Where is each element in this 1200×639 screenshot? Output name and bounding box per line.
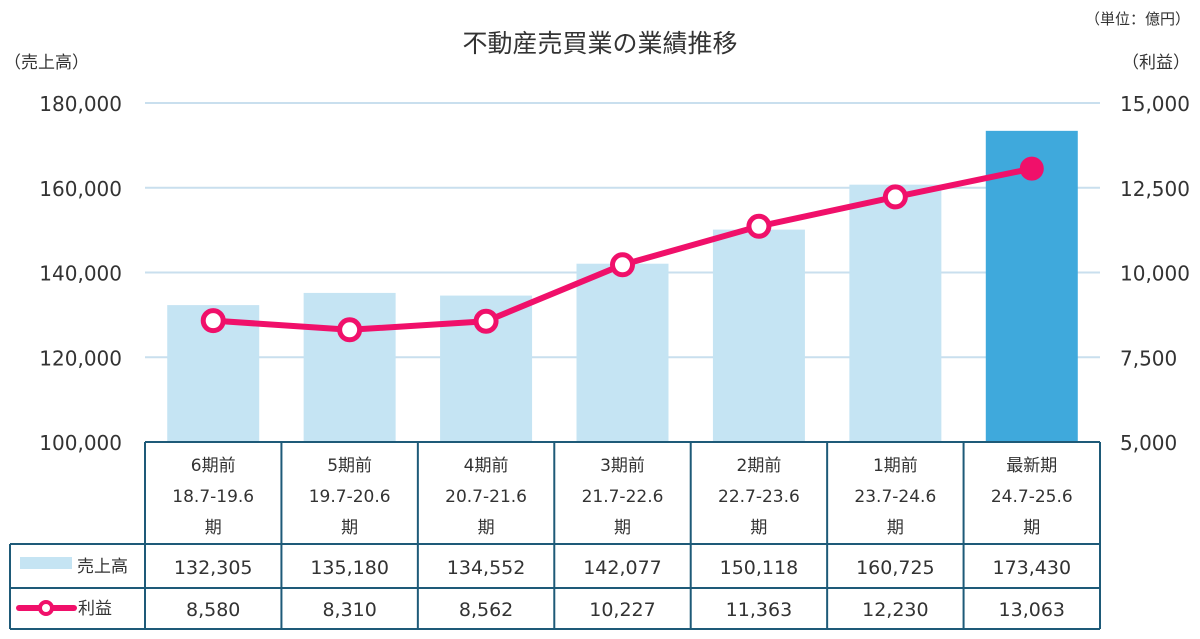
category-label: 期 [341, 518, 358, 538]
category-label: 4期前 [464, 456, 509, 476]
category-label: 18.7-19.6 [172, 487, 254, 507]
legend-bar-swatch [20, 557, 72, 569]
category-label: 期 [205, 518, 222, 538]
bar-4 [712, 229, 805, 442]
category-label: 最新期 [1006, 456, 1057, 476]
legend-profit-label: 利益 [78, 599, 112, 619]
left-tick-label: 140,000 [39, 262, 122, 286]
category-label: 19.7-20.6 [309, 487, 391, 507]
profit-point-5 [882, 184, 908, 210]
category-label: 6期前 [191, 456, 236, 476]
profit-value: 8,310 [322, 599, 376, 621]
category-label: 1期前 [873, 456, 918, 476]
profit-value: 13,063 [999, 599, 1065, 621]
right-tick-label: 10,000 [1120, 262, 1190, 286]
sales-value: 142,077 [583, 557, 662, 579]
left-tick-label: 180,000 [39, 92, 122, 116]
category-label: 22.7-23.6 [718, 487, 800, 507]
left-tick-label: 100,000 [39, 431, 122, 455]
category-label: 20.7-21.6 [445, 487, 527, 507]
profit-point-4 [746, 213, 772, 239]
sales-value: 132,305 [174, 557, 253, 579]
right-axis-label: （利益） [1122, 53, 1190, 73]
left-tick-label: 160,000 [39, 177, 122, 201]
sales-value: 173,430 [992, 557, 1071, 579]
category-label: 期 [1023, 518, 1040, 538]
profit-value: 10,227 [589, 599, 655, 621]
profit-value: 8,562 [459, 599, 513, 621]
bar-1 [303, 292, 396, 442]
category-label: 3期前 [600, 456, 645, 476]
category-label: 5期前 [327, 456, 372, 476]
profit-point-3 [610, 252, 635, 278]
right-tick-label: 7,500 [1120, 346, 1177, 370]
legend-line-marker [38, 600, 54, 616]
category-label: 期 [887, 518, 904, 538]
right-tick-label: 5,000 [1120, 431, 1177, 455]
category-label: 2期前 [737, 456, 782, 476]
profit-point-6 [1019, 156, 1044, 181]
left-axis-label: （売上高） [4, 53, 89, 73]
profit-point-2 [473, 308, 499, 334]
profit-point-0 [200, 308, 226, 334]
category-label: 期 [750, 518, 767, 538]
right-tick-label: 12,500 [1120, 177, 1190, 201]
right-tick-label: 15,000 [1120, 92, 1190, 116]
sales-value: 160,725 [856, 557, 935, 579]
profit-value: 12,230 [862, 599, 928, 621]
category-label: 期 [478, 518, 495, 538]
sales-value: 150,118 [720, 557, 799, 579]
left-tick-label: 120,000 [39, 346, 122, 370]
bar-5 [849, 184, 942, 443]
bar-6 [985, 130, 1078, 442]
sales-value: 134,552 [447, 557, 526, 579]
unit-note: （単位：億円） [1085, 10, 1190, 28]
category-label: 期 [614, 518, 631, 538]
legend-sales-label: 売上高 [77, 557, 128, 577]
profit-point-1 [337, 317, 363, 343]
category-label: 23.7-24.6 [854, 487, 936, 507]
bar-3 [576, 263, 669, 442]
profit-value: 8,580 [186, 599, 240, 621]
category-label: 24.7-25.6 [991, 487, 1073, 507]
sales-value: 135,180 [310, 557, 389, 579]
category-label: 21.7-22.6 [582, 487, 664, 507]
chart-title: 不動産売買業の業績推移 [462, 29, 737, 58]
profit-value: 11,363 [726, 599, 792, 621]
